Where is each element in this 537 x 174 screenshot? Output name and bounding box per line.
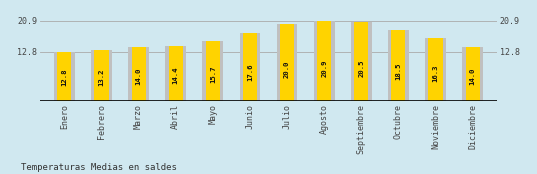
Bar	[351, 22, 372, 101]
Bar	[165, 46, 186, 101]
Bar	[128, 47, 149, 101]
Text: 15.7: 15.7	[210, 65, 216, 83]
Text: 16.3: 16.3	[432, 65, 439, 82]
Bar	[425, 38, 446, 101]
Text: 13.2: 13.2	[98, 68, 105, 86]
Bar	[243, 33, 257, 101]
Bar	[206, 41, 220, 101]
Bar	[391, 30, 405, 101]
Bar	[462, 47, 483, 101]
Bar	[354, 22, 368, 101]
Text: 20.9: 20.9	[321, 59, 327, 77]
Text: Temperaturas Medias en saldes: Temperaturas Medias en saldes	[21, 163, 177, 172]
Bar	[91, 50, 112, 101]
Text: 12.8: 12.8	[61, 69, 68, 86]
Bar	[388, 30, 409, 101]
Bar	[277, 24, 297, 101]
Bar	[240, 33, 260, 101]
Bar	[202, 41, 223, 101]
Text: 18.5: 18.5	[395, 62, 401, 80]
Bar	[57, 52, 71, 101]
Text: 17.6: 17.6	[247, 63, 253, 81]
Bar	[132, 47, 146, 101]
Bar	[95, 50, 108, 101]
Bar	[54, 52, 75, 101]
Bar	[280, 24, 294, 101]
Text: 14.4: 14.4	[173, 67, 179, 84]
Text: 20.5: 20.5	[358, 60, 364, 77]
Text: 14.0: 14.0	[469, 67, 476, 85]
Bar	[169, 46, 183, 101]
Text: 14.0: 14.0	[136, 67, 142, 85]
Bar	[466, 47, 480, 101]
Bar	[429, 38, 442, 101]
Bar	[314, 21, 335, 101]
Bar	[317, 21, 331, 101]
Text: 20.0: 20.0	[284, 60, 290, 78]
